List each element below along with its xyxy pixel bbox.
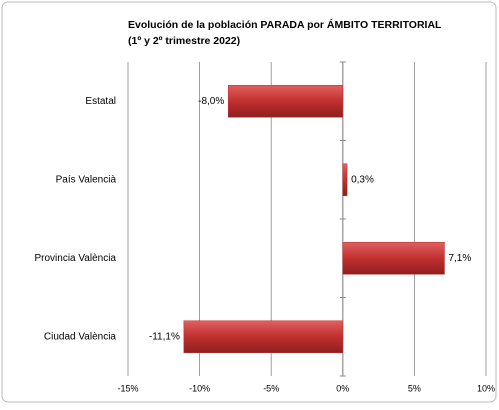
x-tick-label: 0% (336, 383, 349, 393)
bar (342, 242, 445, 275)
chart-border (1, 1, 497, 403)
value-label: -8,0% (198, 96, 224, 107)
x-tick-label: 5% (408, 383, 421, 393)
y-tick-label: Ciudad València (44, 331, 117, 342)
bar (183, 320, 344, 353)
x-tick-label: 10% (477, 383, 495, 393)
bar (342, 163, 348, 196)
value-label: 7,1% (448, 253, 471, 264)
x-tick-label: -10% (189, 383, 210, 393)
y-tick-label: Provincia València (34, 253, 116, 264)
y-tick-label: País Valencià (56, 174, 117, 185)
value-label: 0,3% (351, 174, 374, 185)
chart-subtitle: (1º y 2º trimestre 2022) (128, 35, 240, 47)
chart-title: Evolución de la población PARADA por ÁMB… (128, 18, 442, 31)
x-tick-label: -5% (263, 383, 279, 393)
y-tick-label: Estatal (85, 96, 116, 107)
value-label: -11,1% (149, 331, 180, 342)
bar (227, 85, 344, 118)
x-tick-label: -15% (117, 383, 138, 393)
